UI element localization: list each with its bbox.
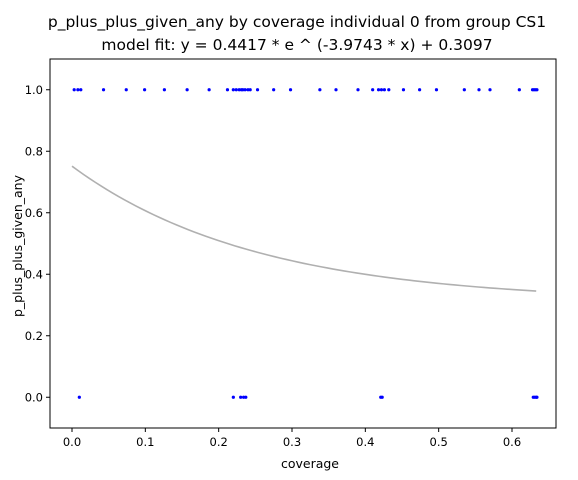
data-point	[124, 88, 128, 92]
y-tick-label: 0.2	[25, 329, 43, 343]
data-point	[248, 88, 252, 92]
data-point	[255, 88, 260, 92]
data-point	[143, 88, 147, 92]
data-point	[462, 88, 466, 92]
data-point	[237, 88, 241, 92]
data-point	[401, 88, 406, 92]
y-tick-label: 0.6	[25, 206, 43, 220]
plot-area	[49, 58, 557, 429]
data-point	[72, 88, 76, 92]
data-point	[318, 88, 322, 92]
data-point	[434, 88, 439, 92]
data-point	[418, 88, 422, 92]
data-point	[234, 88, 238, 92]
data-point	[231, 395, 235, 399]
y-axis-label: p_plus_plus_given_any	[10, 174, 25, 317]
data-point	[242, 395, 246, 399]
x-tick-label: 0.2	[210, 435, 228, 449]
axes-frame	[49, 58, 557, 429]
data-point	[356, 88, 360, 92]
x-tick-label: 0.0	[63, 435, 81, 449]
y-axis-ticks: 0.0 0.2 0.4 0.6 0.8 1.0	[25, 83, 50, 404]
x-axis-ticks: 0.0 0.1 0.2 0.3 0.4 0.5 0.6	[63, 428, 521, 449]
data-point	[244, 395, 248, 399]
y-tick-label: 0.8	[25, 144, 43, 158]
data-point	[76, 88, 80, 92]
data-point	[382, 88, 386, 92]
data-point	[241, 88, 245, 92]
x-tick-label: 0.3	[283, 435, 301, 449]
y-tick-label: 0.0	[25, 390, 43, 404]
data-point	[379, 88, 384, 92]
x-tick-label: 0.4	[356, 435, 374, 449]
data-point	[535, 88, 539, 92]
data-point	[376, 88, 381, 92]
data-point	[207, 88, 211, 92]
data-point	[79, 88, 83, 92]
data-point	[334, 88, 338, 92]
data-point	[380, 395, 384, 399]
data-point	[185, 88, 189, 92]
chart-subtitle: model fit: y = 0.4417 * e ^ (-3.9743 * x…	[101, 36, 492, 54]
x-tick-label: 0.1	[136, 435, 154, 449]
data-point	[387, 88, 391, 92]
x-tick-label: 0.6	[503, 435, 521, 449]
fit-line	[71, 165, 537, 292]
data-point	[77, 395, 81, 399]
data-point	[162, 88, 166, 92]
data-point	[517, 88, 521, 92]
data-point	[371, 88, 375, 92]
x-tick-label: 0.5	[430, 435, 448, 449]
y-tick-label: 0.4	[25, 267, 43, 281]
data-point	[243, 88, 247, 92]
data-point	[225, 88, 230, 92]
data-point	[488, 88, 492, 92]
chart-title: p_plus_plus_given_any by coverage indivi…	[48, 13, 546, 32]
x-axis-label: coverage	[281, 456, 339, 471]
data-point	[246, 88, 250, 92]
data-point	[477, 88, 481, 92]
data-point	[272, 88, 276, 92]
data-point	[288, 88, 293, 92]
data-point	[535, 395, 539, 399]
data-point	[231, 88, 235, 92]
data-point	[101, 88, 106, 92]
y-tick-label: 1.0	[25, 83, 43, 97]
data-point	[239, 395, 243, 399]
